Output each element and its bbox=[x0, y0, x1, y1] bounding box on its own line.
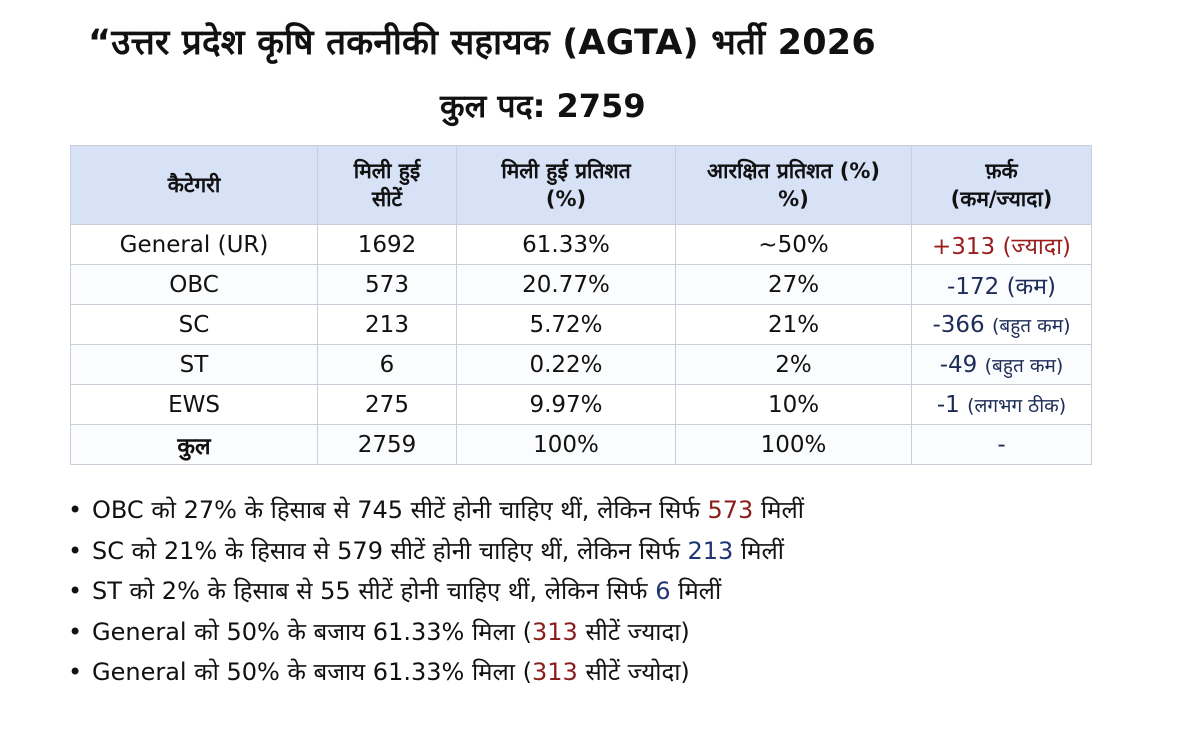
bullet-text-after: मिलीं bbox=[670, 577, 722, 605]
difference-value: -366 bbox=[932, 311, 985, 338]
bullet-text-before: General को 50% के बजाय 61.33% मिला ( bbox=[92, 617, 532, 646]
cell-seats: 573 bbox=[317, 264, 457, 305]
cell-percentage: 0.22% bbox=[456, 344, 676, 385]
header-seats: मिली हुई सीटें bbox=[317, 145, 457, 225]
difference-value: +313 bbox=[931, 233, 996, 260]
bullet-text-after: मिलीं bbox=[753, 496, 805, 524]
cell-total-label: कुल bbox=[70, 424, 318, 465]
bullet-text-before: OBC को 27% के हिसाब से 745 सीटें होनी चा… bbox=[92, 496, 708, 524]
header-category: कैटेगरी bbox=[70, 145, 318, 225]
list-item: • ST को 2% के हिसाब से 55 सीटें होनी चाह… bbox=[68, 571, 804, 612]
cell-seats: 275 bbox=[317, 384, 457, 425]
cell-difference: - bbox=[911, 424, 1092, 465]
bullet-text-after: सीटें ज्योदा) bbox=[577, 658, 690, 686]
header-reserved-line2: %) bbox=[778, 187, 809, 211]
bullet-highlight: 313 bbox=[532, 658, 578, 686]
header-category-label: कैटेगरी bbox=[167, 172, 221, 197]
difference-note: (ज्यादा) bbox=[1002, 233, 1072, 260]
bullet-highlight: 6 bbox=[655, 577, 671, 605]
header-pct-line1: मिली हुई प्रतिशत bbox=[501, 158, 631, 183]
difference-value: -1 bbox=[936, 391, 960, 418]
table-header-row: कैटेगरी मिली हुई सीटें मिली हुई प्रतिशत … bbox=[70, 145, 1092, 225]
difference-note: (बहुत कम) bbox=[991, 314, 1071, 337]
bullet-highlight: 213 bbox=[687, 536, 734, 565]
cell-percentage: 100% bbox=[456, 424, 676, 465]
header-reserved-line1: आरक्षित प्रतिशत (%) bbox=[707, 158, 880, 183]
cell-seats: 2759 bbox=[317, 424, 457, 465]
seat-distribution-table: कैटेगरी मिली हुई सीटें मिली हुई प्रतिशत … bbox=[70, 145, 1092, 465]
difference-value: -172 bbox=[947, 273, 1000, 300]
cell-difference: -1 (लगभग ठीक) bbox=[911, 384, 1092, 425]
cell-percentage: 61.33% bbox=[456, 224, 676, 265]
header-difference: फ़र्क (कम/ज्यादा) bbox=[911, 145, 1092, 225]
header-reserved: आरक्षित प्रतिशत (%) %) bbox=[675, 145, 912, 225]
cell-reserved: 100% bbox=[675, 424, 912, 465]
bullet-text-before: SC को 21% के हिसाव से 579 सीटें होनी चाह… bbox=[92, 536, 688, 565]
header-diff-line1: फ़र्क bbox=[985, 158, 1018, 183]
cell-category: EWS bbox=[70, 384, 318, 425]
cell-reserved: 2% bbox=[675, 344, 912, 385]
cell-category: OBC bbox=[70, 264, 318, 305]
summary-bullet-list: • OBC को 27% के हिसाब से 745 सीटें होनी … bbox=[68, 490, 804, 693]
list-item: • General को 50% के बजाय 61.33% मिला (31… bbox=[68, 652, 804, 693]
list-item: • General को 50% के बजाय 61.33% मिला (31… bbox=[68, 612, 804, 653]
cell-seats: 6 bbox=[317, 344, 457, 385]
bullet-text-before: General को 50% के बजाय 61.33% मिला ( bbox=[92, 658, 532, 686]
cell-difference: -49 (बहुत कम) bbox=[911, 344, 1092, 385]
bullet-dot-icon: • bbox=[68, 577, 83, 605]
bullet-dot-icon: • bbox=[68, 658, 83, 686]
header-seats-line2: सीटें bbox=[371, 187, 403, 211]
page-title: “उत्तर प्रदेश कृषि तकनीकी सहायक (AGTA) भ… bbox=[88, 23, 876, 63]
cell-category: General (UR) bbox=[70, 224, 318, 265]
cell-category: SC bbox=[70, 304, 318, 345]
difference-value: - bbox=[997, 431, 1006, 458]
cell-difference: -172 (कम) bbox=[911, 264, 1092, 305]
cell-reserved: 21% bbox=[675, 304, 912, 345]
cell-reserved: 27% bbox=[675, 264, 912, 305]
list-item: • SC को 21% के हिसाव से 579 सीटें होनी च… bbox=[68, 531, 804, 572]
bullet-dot-icon: • bbox=[68, 617, 83, 646]
bullet-highlight: 573 bbox=[707, 496, 754, 524]
bullet-dot-icon: • bbox=[68, 496, 83, 524]
cell-percentage: 5.72% bbox=[456, 304, 676, 345]
header-diff-line2: (कम/ज्यादा) bbox=[950, 187, 1053, 211]
bullet-dot-icon: • bbox=[68, 536, 83, 565]
cell-percentage: 20.77% bbox=[456, 264, 676, 305]
table-row: General (UR) 1692 61.33% ~50% +313 (ज्या… bbox=[70, 224, 1092, 265]
difference-note: (कम) bbox=[1006, 273, 1056, 300]
bullet-text-after: मिलीं bbox=[733, 536, 784, 565]
header-seats-line1: मिली हुई bbox=[353, 158, 421, 183]
cell-difference: -366 (बहुत कम) bbox=[911, 304, 1092, 345]
difference-note: (बहुत कम) bbox=[984, 354, 1064, 377]
table-row: OBC 573 20.77% 27% -172 (कम) bbox=[70, 264, 1092, 305]
bullet-text-before: ST को 2% के हिसाब से 55 सीटें होनी चाहिए… bbox=[92, 577, 656, 605]
list-item: • OBC को 27% के हिसाब से 745 सीटें होनी … bbox=[68, 490, 804, 531]
cell-percentage: 9.97% bbox=[456, 384, 676, 425]
table-row: ST 6 0.22% 2% -49 (बहुत कम) bbox=[70, 344, 1092, 385]
bullet-text-after: सीटें ज्यादा) bbox=[577, 617, 690, 646]
table-row: EWS 275 9.97% 10% -1 (लगभग ठीक) bbox=[70, 384, 1092, 425]
cell-reserved: 10% bbox=[675, 384, 912, 425]
table-total-row: कुल 2759 100% 100% - bbox=[70, 424, 1092, 465]
header-pct-line2: (%) bbox=[545, 187, 587, 211]
cell-reserved: ~50% bbox=[675, 224, 912, 265]
cell-seats: 213 bbox=[317, 304, 457, 345]
cell-seats: 1692 bbox=[317, 224, 457, 265]
cell-difference: +313 (ज्यादा) bbox=[911, 224, 1092, 265]
difference-value: -49 bbox=[939, 351, 978, 378]
cell-category: ST bbox=[70, 344, 318, 385]
difference-note: (लगभग ठीक) bbox=[967, 394, 1067, 417]
table-row: SC 213 5.72% 21% -366 (बहुत कम) bbox=[70, 304, 1092, 345]
total-posts-subtitle: कुल पद: 2759 bbox=[440, 87, 646, 125]
bullet-highlight: 313 bbox=[532, 617, 578, 646]
header-percentage: मिली हुई प्रतिशत (%) bbox=[456, 145, 676, 225]
